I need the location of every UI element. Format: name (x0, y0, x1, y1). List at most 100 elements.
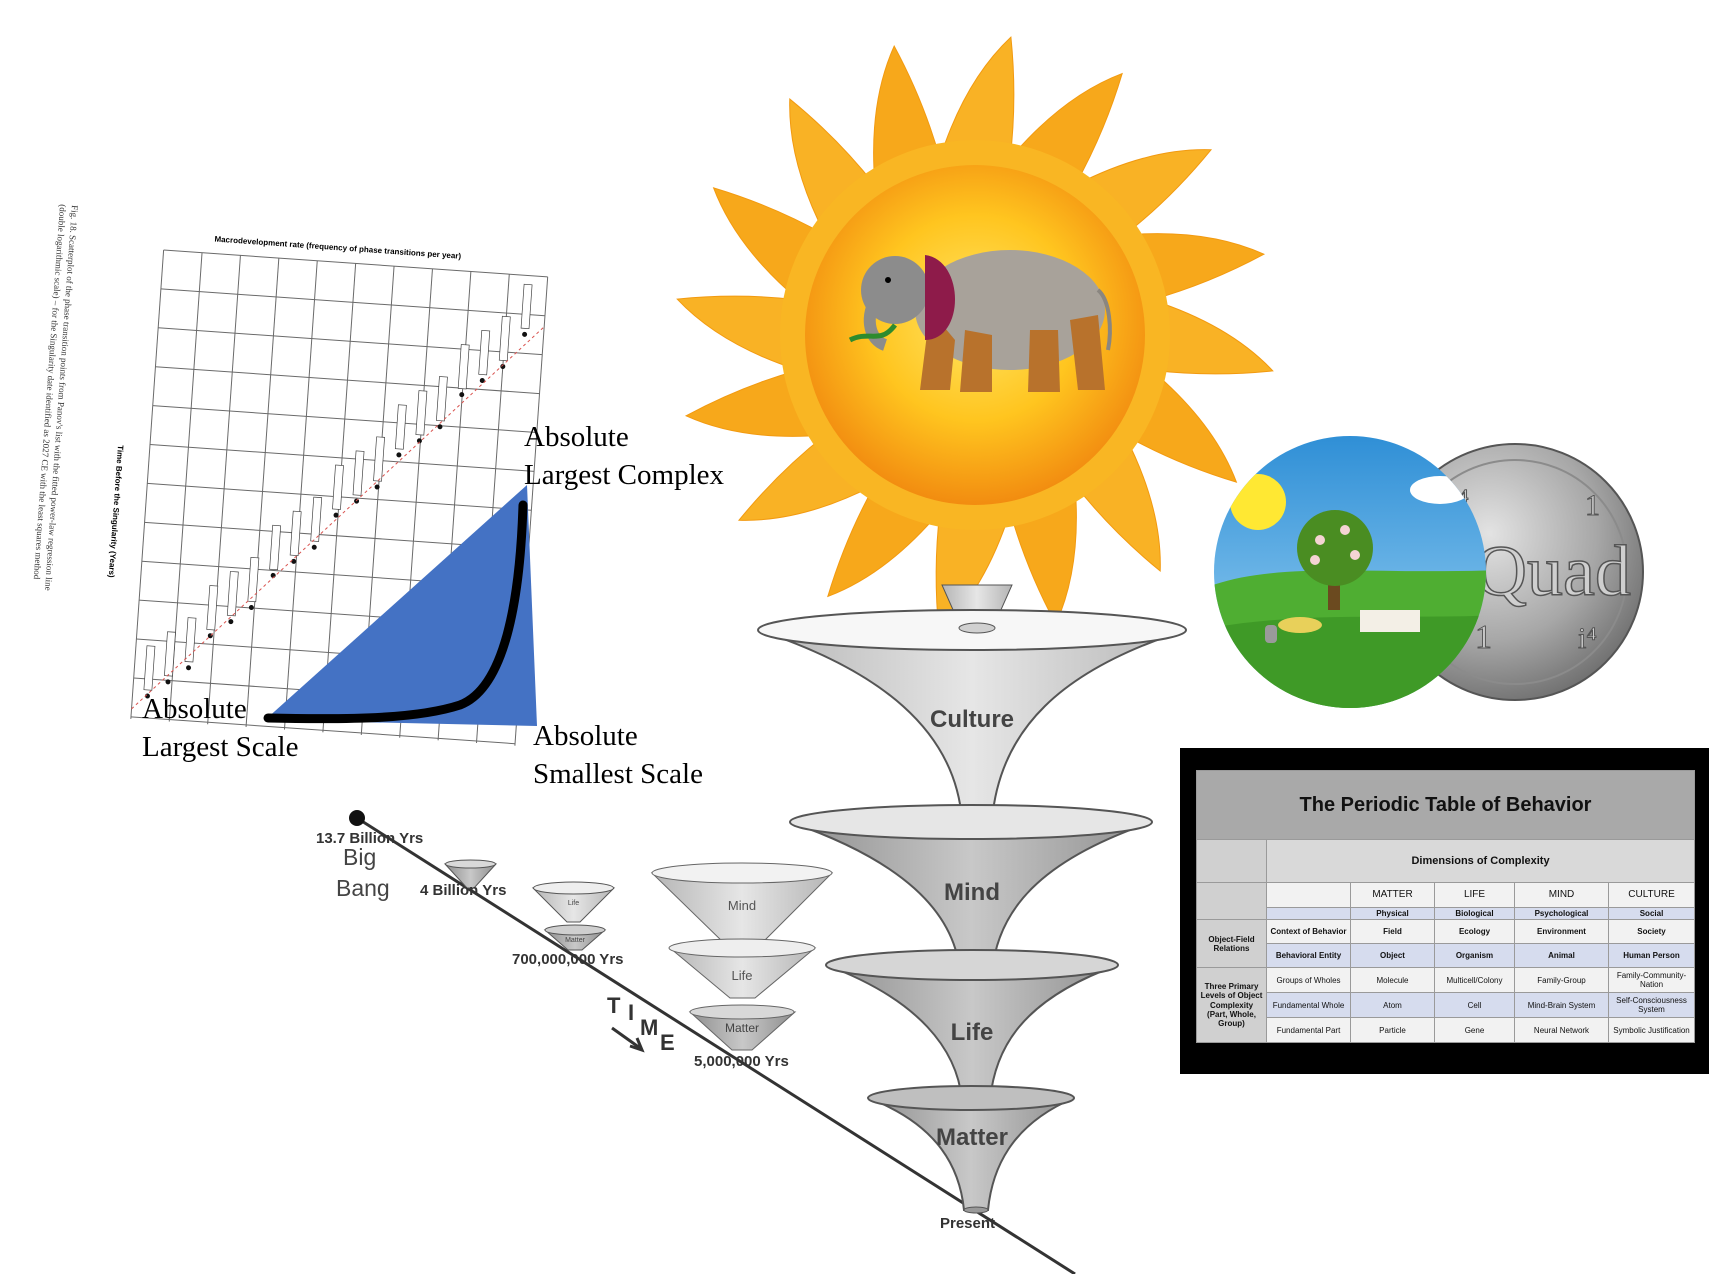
label-13-7-billion: 13.7 Billion Yrs (316, 830, 423, 847)
table-cell: Object (1350, 943, 1435, 969)
col-mind: MIND (1514, 882, 1609, 908)
coin-bottom-left: 1 (1475, 619, 1492, 656)
big-bang-dot (349, 810, 365, 826)
point-label-box (226, 571, 239, 617)
table-cell: Mind-Brain System (1514, 992, 1609, 1019)
table-cell: Multicell/Colony (1434, 967, 1515, 994)
sun-icon (1230, 474, 1286, 530)
sub-biological: Biological (1434, 906, 1515, 921)
coin-word: Quad (1475, 531, 1631, 611)
periodic-table: The Periodic Table of Behavior Dimension… (1195, 770, 1696, 1044)
table-cell: Particle (1350, 1017, 1435, 1044)
point-label-box (520, 283, 533, 330)
label-largest-complex: Largest Complex (524, 459, 725, 491)
sun-ray (676, 295, 799, 371)
row-label: Fundamental Part (1266, 1017, 1351, 1044)
point-label-box (373, 436, 385, 482)
point-label-box (269, 524, 282, 571)
periodic-table-panel: The Periodic Table of Behavior Dimension… (1180, 748, 1709, 1074)
time-letter-m: M (640, 1015, 658, 1040)
group-object-field: Object-Field Relations (1196, 919, 1267, 969)
group-three-levels: Three Primary Levels of Object Complexit… (1196, 967, 1267, 1044)
point-label-box (289, 510, 302, 557)
chart-y-axis-label: Time Before the Singularity (Years) (107, 445, 125, 578)
grid-line (160, 288, 545, 317)
tree-icon (1297, 510, 1373, 586)
data-point (396, 452, 402, 458)
col-matter: MATTER (1350, 882, 1435, 908)
grid-line (158, 327, 543, 356)
sun-image (676, 36, 1274, 634)
point-label-box (332, 464, 344, 510)
dimensions-header: Dimensions of Complexity (1265, 839, 1696, 883)
regression-line (131, 326, 545, 710)
grid-line (163, 249, 548, 278)
coin-bottom-right: i⁴ (1578, 622, 1597, 655)
corner-cell-2 (1196, 881, 1267, 921)
table-cell: Self-Consciousness System (1607, 992, 1696, 1019)
label-bang: Bang (336, 875, 390, 901)
table-cell: Cell (1434, 992, 1515, 1019)
label-tiny-matter: Matter (565, 937, 586, 944)
row-label: Context of Behavior (1266, 919, 1351, 945)
landscape-medallion (1214, 436, 1486, 708)
table-cell: Ecology (1434, 919, 1515, 945)
data-point (416, 438, 422, 444)
blank-cell (1266, 882, 1351, 908)
funnel-4-billion (443, 859, 498, 889)
label-smallest-scale: Smallest Scale (533, 758, 703, 790)
data-point (479, 378, 485, 384)
table-cell: Field (1350, 919, 1435, 945)
point-label-box (184, 617, 197, 663)
time-letter-i: I (628, 1000, 634, 1025)
chart-caption: Fig. 18. Scatterplot of the phase transi… (32, 204, 80, 591)
row-label: Groups of Wholes (1266, 967, 1351, 994)
funnel-5-million: Mind Life Matter (650, 862, 834, 1051)
data-point (291, 558, 297, 564)
grid-line (152, 405, 537, 433)
timeline-axis (356, 816, 1076, 1274)
blank-cell-2 (1266, 906, 1351, 921)
sheep-flock (1360, 610, 1420, 632)
col-life: LIFE (1434, 882, 1515, 908)
point-label-box (352, 450, 365, 496)
time-letter-e: E (660, 1030, 675, 1055)
data-point (522, 331, 528, 337)
data-point (165, 679, 171, 685)
label-700-million: 700,000,000 Yrs (512, 951, 624, 968)
time-letter-t: T (607, 993, 621, 1018)
label-culture: Culture (930, 706, 1014, 733)
label-small-matter: Matter (725, 1021, 759, 1035)
sub-psychological: Psychological (1514, 906, 1609, 921)
label-4-billion: 4 Billion Yrs (420, 882, 506, 899)
elephant-icon (848, 250, 1112, 392)
table-cell: Family-Group (1514, 967, 1609, 994)
table-cell: Neural Network (1514, 1017, 1609, 1044)
table-cell: Animal (1514, 943, 1609, 969)
data-point (228, 619, 234, 625)
table-cell: Environment (1514, 919, 1609, 945)
label-present: Present (940, 1215, 995, 1232)
table-cell: Atom (1350, 992, 1435, 1019)
grid-line (149, 444, 535, 472)
label-absolute-left: Absolute (142, 693, 247, 725)
point-label-box (478, 330, 491, 376)
chart-points (143, 283, 533, 699)
funnel-matter (867, 1097, 1075, 1211)
periodic-table-title: The Periodic Table of Behavior (1195, 770, 1696, 840)
grid-line (130, 716, 516, 745)
data-point (437, 424, 443, 430)
time-arrow-icon (611, 1026, 641, 1050)
label-matter: Matter (936, 1124, 1008, 1151)
label-absolute-top: Absolute (524, 421, 629, 453)
label-small-life: Life (732, 968, 753, 983)
funnel-700-million: Life Matter (531, 881, 616, 951)
data-point (459, 392, 465, 398)
label-absolute-right: Absolute (533, 720, 638, 752)
corner-cell (1196, 839, 1267, 883)
blue-triangle (265, 485, 537, 726)
col-culture: CULTURE (1607, 882, 1696, 908)
growth-curve (263, 500, 528, 724)
data-point (186, 665, 192, 671)
